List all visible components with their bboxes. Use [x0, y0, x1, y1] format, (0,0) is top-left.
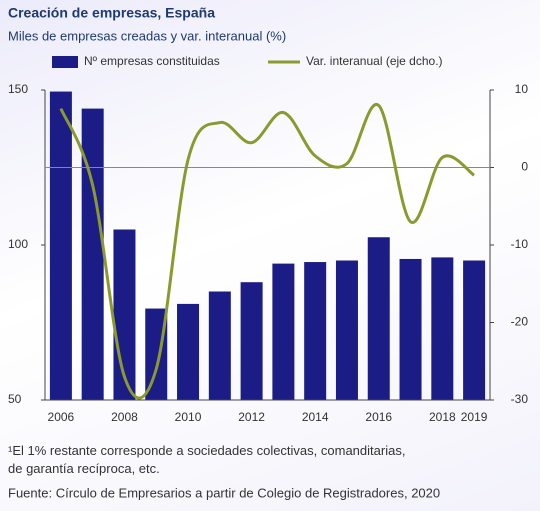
y2-tick-label: 10: [515, 82, 529, 96]
x-tick-label: 2006: [48, 410, 75, 424]
y-tick-label: 50: [8, 392, 22, 406]
bar: [240, 282, 263, 400]
x-tick-label: 2016: [365, 410, 392, 424]
y2-tick-label: 0: [521, 160, 528, 174]
bar: [49, 91, 72, 401]
bar: [177, 303, 200, 400]
x-tick-label: 2010: [175, 410, 202, 424]
footnote-line: ¹El 1% restante corresponde a sociedades…: [8, 443, 405, 458]
bar: [463, 260, 486, 400]
bar: [431, 257, 454, 400]
bar: [208, 291, 231, 400]
footnote-text: ¹El 1% restante corresponde a sociedades…: [8, 443, 405, 476]
legend-swatch: [52, 56, 78, 68]
source: Fuente: Círculo de Empresarios a partir …: [8, 485, 440, 500]
y-tick-label: 100: [8, 237, 28, 251]
legend-label: Nº empresas constituidas: [84, 54, 220, 68]
bar: [335, 260, 358, 400]
bar: [399, 258, 422, 400]
y2-tick-label: -30: [511, 392, 529, 406]
y-tick-label: 150: [8, 82, 28, 96]
bar: [272, 263, 295, 400]
x-tick-label: 2019: [461, 410, 488, 424]
chart-title: Creación de empresas, España: [8, 5, 215, 21]
line-series: [59, 103, 476, 400]
footnote-line: de garantía recíproca, etc.: [8, 461, 160, 476]
bar: [81, 108, 104, 400]
x-tick-label: 2008: [111, 410, 138, 424]
bar: [367, 237, 390, 400]
chart-subtitle: Miles de empresas creadas y var. interan…: [8, 28, 286, 43]
x-tick-label: 2014: [302, 410, 329, 424]
y2-tick-label: -20: [511, 315, 529, 329]
bar: [304, 262, 327, 400]
legend-label: Var. interanual (eje dcho.): [306, 54, 443, 68]
bar: [145, 308, 168, 400]
x-tick-label: 2018: [429, 410, 456, 424]
y2-tick-label: -10: [511, 237, 529, 251]
x-tick-label: 2012: [238, 410, 265, 424]
